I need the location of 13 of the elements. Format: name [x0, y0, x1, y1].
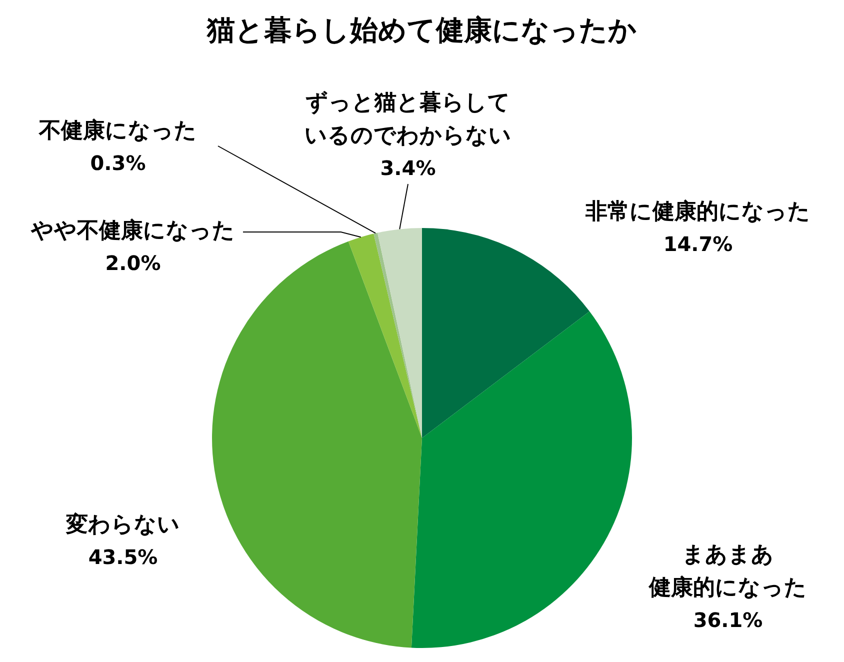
data-label: 14.7% [663, 232, 733, 256]
slice-label: 変わらない [65, 512, 180, 538]
data-label: 2.0% [105, 251, 161, 276]
data-label: 3.4% [380, 156, 436, 180]
slice-label: まあまあ健康的になった [648, 542, 807, 601]
data-label: 43.5% [88, 545, 158, 570]
data-label: 36.1% [693, 608, 763, 632]
slice-label: 非常に健康的になった [584, 198, 810, 225]
slice-label: やや不健康になった [30, 218, 235, 244]
chart-title: 猫と暮らし始めて健康になったか [206, 13, 637, 46]
slice-label: 不健康になった [38, 118, 197, 144]
slice-label: ずっと猫と暮らしているのでわからない [304, 90, 512, 149]
data-label: 0.3% [90, 151, 146, 176]
